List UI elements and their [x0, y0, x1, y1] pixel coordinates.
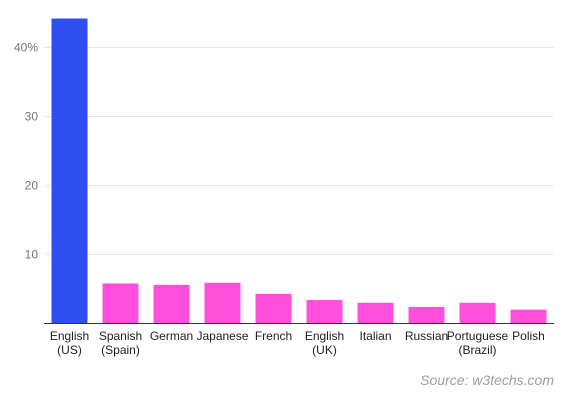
bar — [459, 302, 496, 324]
x-category-label-line: Polish — [512, 329, 545, 343]
x-category-label: English (UK) — [305, 329, 344, 357]
y-tick-label: 10 — [25, 248, 39, 262]
x-category-label: Spanish (Spain) — [99, 329, 142, 357]
bar — [153, 284, 190, 324]
y-gridlines — [44, 47, 554, 255]
x-category-label-line: English — [305, 329, 344, 343]
bar — [204, 282, 241, 324]
bar — [357, 302, 394, 324]
x-category-label-line: Russian — [405, 329, 448, 343]
bar — [255, 293, 292, 324]
x-category-label: English (US) — [50, 329, 89, 357]
bar — [408, 306, 445, 324]
y-tick-label: 40% — [14, 41, 38, 55]
x-category-label-line: (US) — [57, 343, 82, 357]
x-category-label-line: English — [50, 329, 89, 343]
x-category-label-line: Japanese — [196, 329, 248, 343]
bars — [51, 18, 547, 324]
x-category-label-line: Italian — [359, 329, 391, 343]
bar — [51, 18, 88, 324]
x-category-label: Portuguese (Brazil) — [447, 329, 509, 357]
x-category-label-line: (UK) — [312, 343, 337, 357]
x-category-label: German — [150, 329, 193, 343]
x-category-label-line: Spanish — [99, 329, 142, 343]
bar — [102, 283, 139, 324]
y-tick-label: 20 — [25, 179, 39, 193]
bar — [306, 300, 343, 324]
bar — [510, 309, 547, 324]
x-category-label: Italian — [359, 329, 391, 343]
x-category-label-line: (Spain) — [101, 343, 140, 357]
source-label: Source: w3techs.com — [420, 372, 554, 388]
x-category-label-line: Portuguese — [447, 329, 509, 343]
x-category-labels: English (US)Spanish (Spain)German Japanese F… — [50, 329, 545, 357]
x-category-label-line: German — [150, 329, 193, 343]
x-category-label: Russian — [405, 329, 448, 343]
y-tick-label: 30 — [25, 110, 39, 124]
x-category-label-line: French — [255, 329, 292, 343]
x-category-label: Japanese — [196, 329, 248, 343]
y-tick-labels: 10 20 30 40% — [14, 41, 38, 262]
x-category-label-line: (Brazil) — [459, 343, 497, 357]
x-category-label: French — [255, 329, 292, 343]
x-category-label: Polish — [512, 329, 545, 343]
